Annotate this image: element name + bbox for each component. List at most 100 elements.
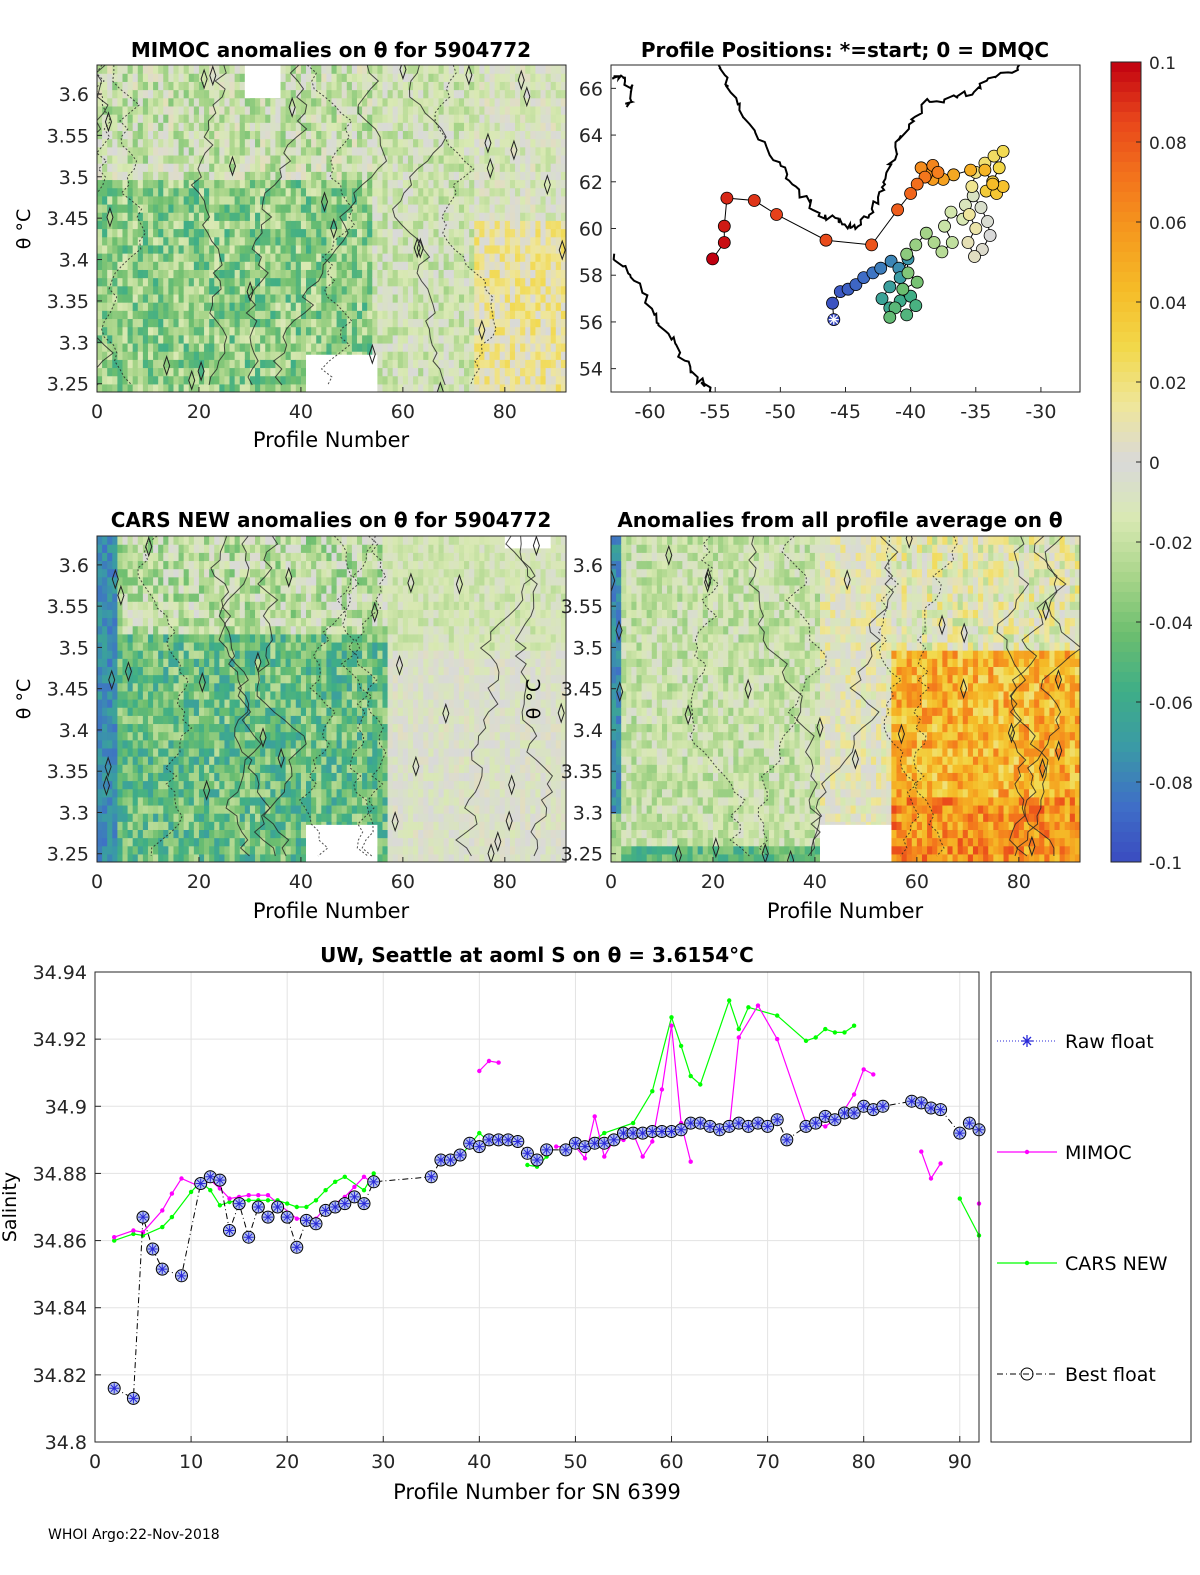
- heatmap-cell: [112, 633, 118, 643]
- heatmap-cell: [198, 609, 205, 619]
- heatmap-cell: [402, 351, 409, 360]
- heatmap-cell: [285, 89, 292, 99]
- heatmap-cell: [260, 318, 266, 328]
- heatmap-cell: [326, 326, 333, 336]
- heatmap-cell: [520, 244, 526, 254]
- heatmap-cell: [147, 829, 154, 839]
- heatmap-cell: [234, 326, 241, 336]
- heatmap-cell: [97, 212, 103, 221]
- heatmap-cell: [362, 244, 368, 254]
- heatmap-cell: [377, 342, 384, 352]
- heatmap-cell: [484, 114, 491, 123]
- heatmap-cell: [367, 105, 373, 115]
- heatmap-cell: [163, 715, 169, 725]
- heatmap-cell: [97, 764, 103, 773]
- heatmap-cell: [413, 253, 419, 262]
- heatmap-cell: [545, 212, 552, 221]
- heatmap-cell: [122, 114, 129, 123]
- heatmap-cell: [306, 334, 312, 344]
- heatmap-cell: [163, 560, 169, 570]
- heatmap-cell: [112, 277, 118, 287]
- heatmap-cell: [158, 81, 164, 91]
- heatmap-cell: [474, 342, 480, 352]
- heatmap-cell: [479, 195, 486, 205]
- heatmap-cell: [402, 154, 409, 164]
- heatmap-cell: [295, 65, 302, 74]
- heatmap-cell: [107, 261, 113, 270]
- heatmap-cell: [112, 593, 118, 602]
- heatmap-cell: [193, 73, 200, 82]
- heatmap-cell: [163, 625, 169, 635]
- heatmap-cell: [188, 326, 195, 336]
- heatmap-cell: [407, 261, 414, 270]
- heatmap-cell: [438, 326, 445, 336]
- heatmap-cell: [198, 674, 205, 684]
- heatmap-cell: [163, 179, 169, 189]
- heatmap-cell: [499, 359, 506, 369]
- heatmap-cell: [464, 326, 470, 336]
- heatmap-cell: [255, 269, 261, 279]
- heatmap-cell: [489, 138, 496, 148]
- heatmap-cell: [402, 138, 409, 148]
- heatmap-cell: [219, 699, 226, 708]
- heatmap-cell: [198, 261, 205, 270]
- heatmap-cell: [249, 187, 256, 197]
- heatmap-cell: [448, 359, 455, 369]
- heatmap-cell: [545, 65, 552, 74]
- heatmap-cell: [382, 293, 389, 303]
- heatmap-cell: [499, 310, 506, 320]
- heatmap-cell: [107, 804, 113, 814]
- heatmap-cell: [331, 81, 338, 91]
- heatmap-cell: [331, 310, 338, 320]
- heatmap-cell: [158, 601, 164, 610]
- heatmap-cell: [132, 65, 139, 74]
- heatmap-cell: [469, 195, 475, 205]
- heatmap-cell: [509, 285, 516, 295]
- heatmap-cell: [142, 302, 149, 311]
- heatmap-cell: [142, 707, 149, 716]
- heatmap-cell: [346, 269, 353, 279]
- heatmap-cell: [418, 212, 424, 221]
- heatmap-cell: [188, 804, 195, 814]
- heatmap-cell: [219, 253, 226, 262]
- heatmap-cell: [147, 138, 154, 148]
- heatmap-cell: [560, 342, 566, 352]
- heatmap-cell: [147, 97, 154, 107]
- heatmap-cell: [479, 130, 486, 140]
- heatmap-cell: [147, 220, 154, 230]
- heatmap-cell: [306, 342, 312, 352]
- heatmap-cell: [464, 114, 470, 123]
- heatmap-cell: [382, 81, 389, 91]
- heatmap-cell: [209, 195, 215, 205]
- heatmap-cell: [188, 154, 195, 164]
- heatmap-cell: [137, 130, 144, 140]
- heatmap-cell: [198, 89, 205, 99]
- heatmap-cell: [433, 302, 440, 311]
- heatmap-cell: [499, 220, 506, 230]
- heatmap-cell: [112, 804, 118, 814]
- heatmap-cell: [163, 236, 169, 246]
- heatmap-cell: [484, 179, 491, 189]
- heatmap-cell: [178, 105, 185, 115]
- heatmap-cell: [311, 334, 317, 344]
- heatmap-cell: [346, 65, 353, 74]
- heatmap-cell: [153, 326, 159, 336]
- heatmap-cell: [163, 138, 169, 148]
- heatmap-cell: [504, 122, 511, 131]
- heatmap-cell: [484, 154, 491, 164]
- heatmap-cell: [188, 829, 195, 839]
- heatmap-cell: [265, 187, 271, 197]
- heatmap-cell: [97, 236, 103, 246]
- heatmap-cell: [525, 253, 531, 262]
- heatmap-cell: [545, 138, 552, 148]
- heatmap-cell: [265, 302, 271, 311]
- heatmap-cell: [244, 261, 251, 270]
- heatmap-cell: [326, 65, 333, 74]
- heatmap-cell: [229, 269, 236, 279]
- heatmap-cell: [153, 81, 159, 91]
- heatmap-cell: [142, 122, 149, 131]
- heatmap-cell: [423, 293, 429, 303]
- heatmap-cell: [224, 367, 231, 377]
- heatmap-cell: [168, 212, 175, 221]
- heatmap-cell: [372, 81, 378, 91]
